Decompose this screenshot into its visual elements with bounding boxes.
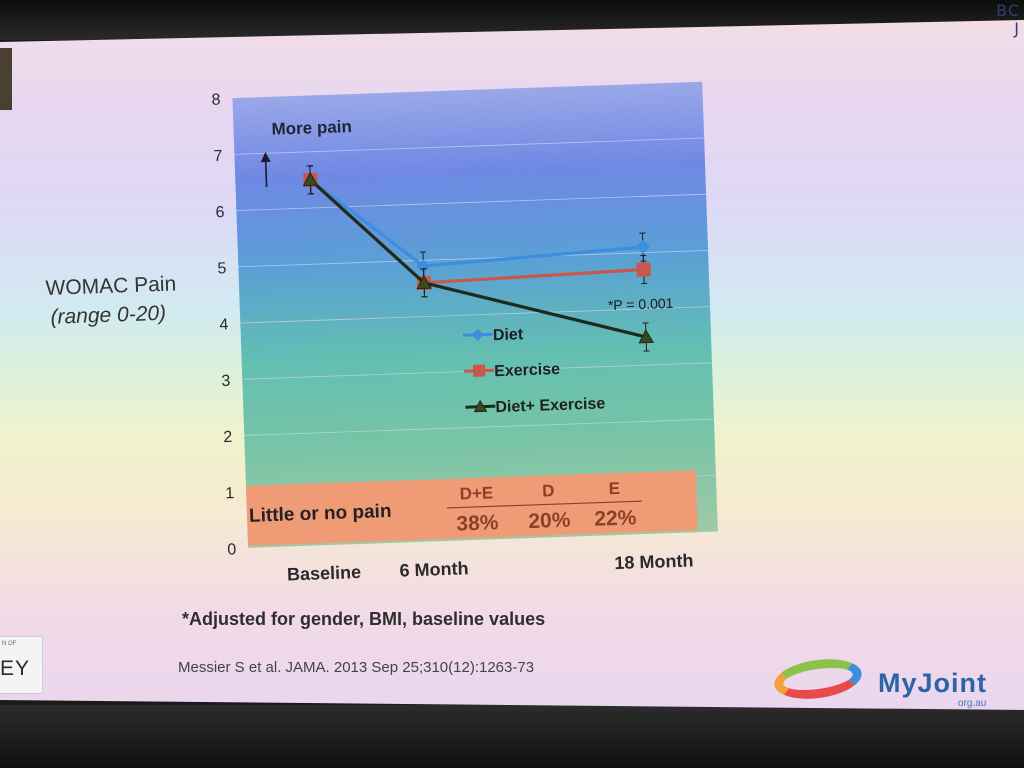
diamond-marker [635, 240, 650, 255]
legend-label: Exercise [494, 361, 560, 380]
university-logo-small: N OF [2, 641, 17, 647]
x-tick-label: 18 Month [614, 550, 694, 573]
gridline [240, 306, 711, 324]
gridline [234, 137, 705, 155]
square-marker [636, 262, 651, 277]
x-axis-ticks: Baseline 6 Month 18 Month [287, 550, 694, 584]
y-tick-label: 1 [225, 485, 235, 502]
triangle-marker [302, 171, 319, 187]
more-pain-arrowhead-icon [260, 152, 271, 163]
myjoint-ring-icon [771, 654, 865, 704]
gridline [244, 418, 714, 436]
diamond-marker [471, 328, 484, 341]
y-tick-label: 7 [213, 148, 223, 165]
more-pain-label: More pain [271, 117, 352, 139]
little-pain-divider [446, 500, 642, 509]
legend-item: Diet+ Exercise [465, 395, 606, 416]
legend-label: Diet+ Exercise [495, 395, 605, 416]
university-logo: N OF EY [0, 636, 43, 694]
little-pain-group-name: D+E [459, 483, 493, 503]
legend-item: Exercise [464, 361, 560, 380]
y-tick-label: 5 [217, 260, 227, 277]
triangle-marker [473, 399, 488, 413]
little-pain-group-value: 38% [456, 511, 499, 535]
little-pain-box: Little or no pain D+E 38% D 20% E 22% [246, 470, 698, 546]
series-diet-exercise [302, 165, 655, 352]
y-tick-label: 8 [211, 92, 221, 109]
triangle-marker [638, 328, 655, 344]
gridline [238, 250, 709, 268]
myjoint-subtext: org.au [958, 698, 987, 709]
footnote: *Adjusted for gender, BMI, baseline valu… [182, 609, 546, 629]
y-tick-label: 0 [227, 541, 237, 558]
gridline [236, 193, 707, 211]
triangle-marker [416, 274, 433, 290]
y-tick-label: 6 [215, 204, 225, 221]
series-lines [302, 165, 655, 352]
little-pain-group-name: E [608, 479, 620, 498]
x-tick-label: Baseline [287, 562, 362, 585]
myjoint-name: MyJoint [878, 668, 988, 698]
legend-label: Diet [493, 326, 524, 344]
legend: Diet Exercise Diet+ Exercise [462, 326, 606, 416]
little-pain-group-value: 20% [528, 509, 571, 533]
little-pain-label: Little or no pain [249, 501, 392, 527]
y-tick-label: 3 [221, 373, 231, 390]
legend-item: Diet [462, 326, 524, 344]
projector-bottom-border [0, 705, 1024, 768]
little-pain-box-bg [246, 470, 698, 546]
slide-edge-strip [0, 48, 12, 110]
little-pain-group-name: D [542, 481, 555, 500]
y-axis-ticks: 0 1 2 3 4 5 6 7 8 [211, 92, 236, 559]
university-logo-text: EY [0, 657, 31, 680]
y-tick-label: 4 [219, 316, 229, 333]
square-marker [472, 364, 486, 377]
x-tick-label: 6 Month [399, 558, 469, 580]
citation: Messier S et al. JAMA. 2013 Sep 25;310(1… [178, 659, 535, 676]
y-tick-label: 2 [223, 429, 233, 446]
corner-logo-text: BC J [996, 1, 1020, 38]
diamond-marker [416, 258, 431, 273]
little-pain-group-value: 22% [594, 506, 637, 530]
p-value-annotation: *P = 0.001 [608, 295, 674, 313]
myjoint-logo: MyJoint org.au [768, 650, 1024, 710]
little-pain-groups: D+E 38% D 20% E 22% [456, 479, 637, 536]
